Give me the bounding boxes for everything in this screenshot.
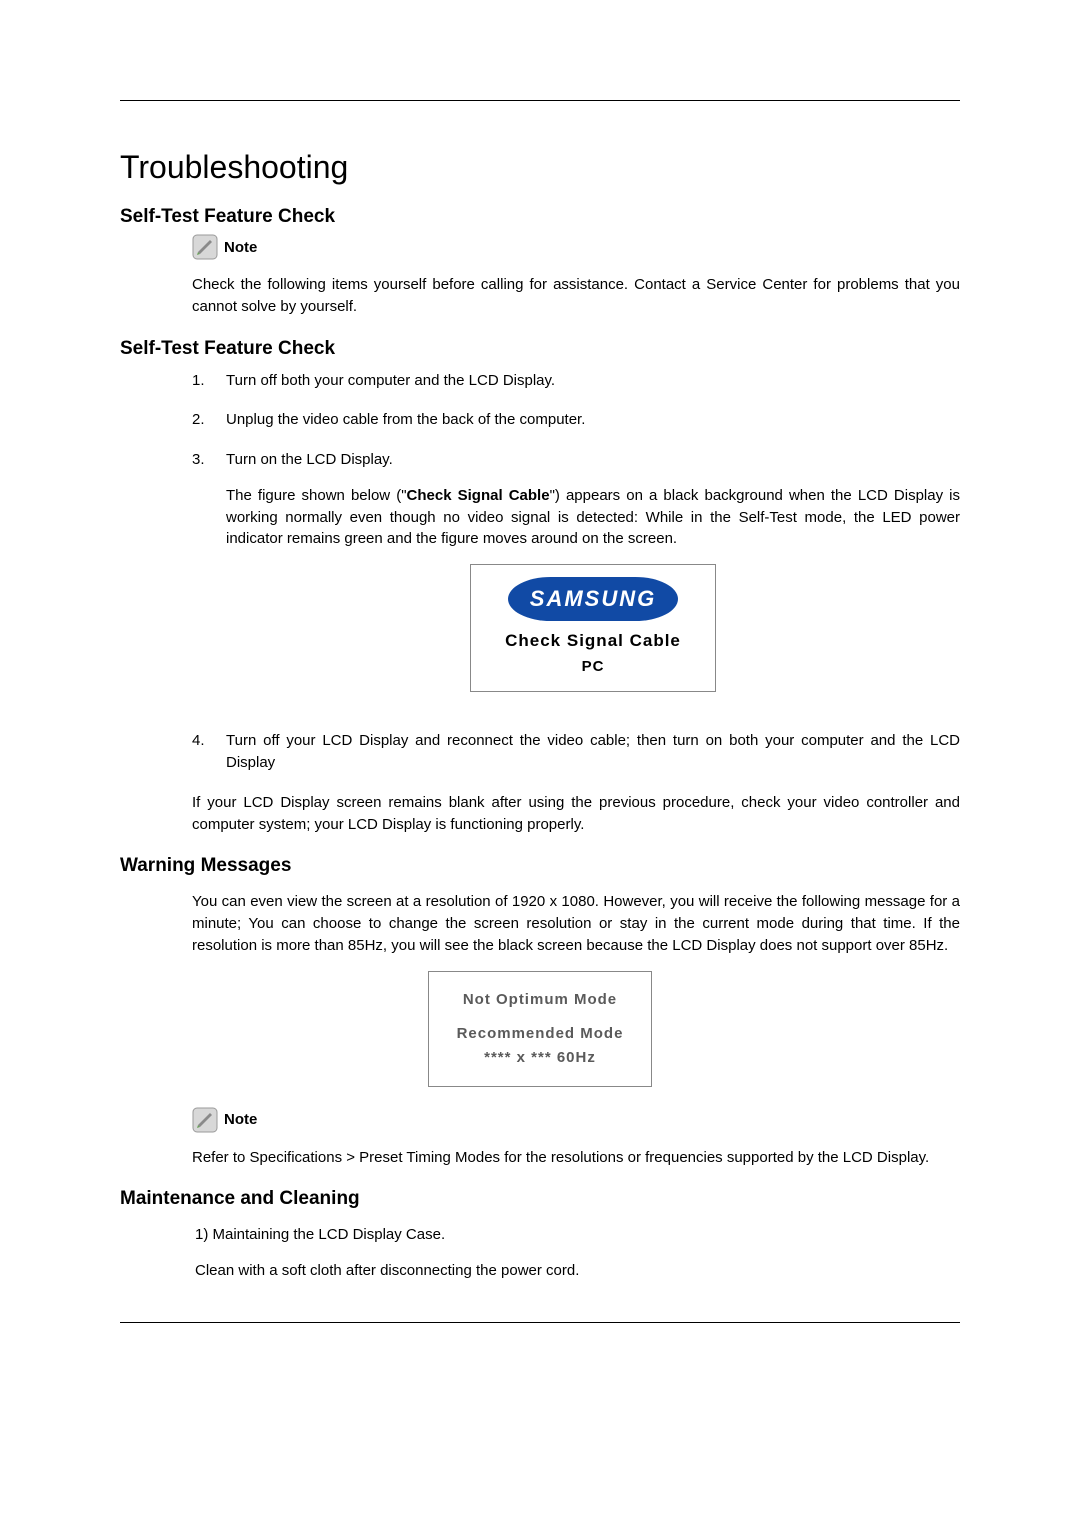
figure-mode-wrap: Not Optimum Mode Recommended Mode **** x… — [120, 971, 960, 1087]
mode-line3: **** x *** 60Hz — [457, 1046, 624, 1070]
maint-line1: 1) Maintaining the LCD Display Case. — [195, 1224, 960, 1246]
note-icon — [192, 234, 218, 260]
step-3-detail: The figure shown below ("Check Signal Ca… — [226, 485, 960, 550]
page-title: Troubleshooting — [120, 149, 960, 186]
detail-pre: The figure shown below (" — [226, 487, 407, 504]
check-signal-line2: PC — [505, 656, 681, 678]
step-num: 3. — [192, 449, 226, 712]
note-text-2: Refer to Specifications > Preset Timing … — [192, 1147, 960, 1169]
detail-bold: Check Signal Cable — [407, 487, 550, 504]
step-3-line1: Turn on the LCD Display. — [226, 449, 960, 471]
heading-warning: Warning Messages — [120, 855, 960, 877]
step-body: Turn off your LCD Display and reconnect … — [226, 730, 960, 774]
step-body: Turn on the LCD Display. The figure show… — [226, 449, 960, 712]
selftest-closing: If your LCD Display screen remains blank… — [192, 792, 960, 836]
warning-text: You can even view the screen at a resolu… — [192, 891, 960, 956]
top-rule — [120, 100, 960, 101]
figure-not-optimum: Not Optimum Mode Recommended Mode **** x… — [428, 971, 653, 1087]
figure-check-signal-wrap: SAMSUNG Check Signal Cable PC — [226, 564, 960, 692]
bottom-rule — [120, 1322, 960, 1323]
step-body: Turn off both your computer and the LCD … — [226, 370, 960, 392]
step-num: 1. — [192, 370, 226, 392]
step-num: 2. — [192, 409, 226, 431]
note-row-1: Note — [192, 234, 960, 260]
note-icon — [192, 1107, 218, 1133]
step-num: 4. — [192, 730, 226, 774]
maint-line2: Clean with a soft cloth after disconnect… — [195, 1260, 960, 1282]
note-label: Note — [224, 1111, 257, 1128]
check-signal-line1: Check Signal Cable — [505, 629, 681, 654]
brand-oval: SAMSUNG — [508, 577, 678, 621]
mode-line2: Recommended Mode — [457, 1022, 624, 1046]
mode-line1: Not Optimum Mode — [457, 988, 624, 1012]
step-body: Unplug the video cable from the back of … — [226, 409, 960, 431]
step-1: 1. Turn off both your computer and the L… — [192, 370, 960, 392]
step-4: 4. Turn off your LCD Display and reconne… — [192, 730, 960, 774]
step-2: 2. Unplug the video cable from the back … — [192, 409, 960, 431]
note-text-1: Check the following items yourself befor… — [192, 274, 960, 318]
steps-list: 1. Turn off both your computer and the L… — [192, 370, 960, 774]
figure-check-signal: SAMSUNG Check Signal Cable PC — [470, 564, 716, 692]
heading-selftest-2: Self-Test Feature Check — [120, 338, 960, 360]
step-3: 3. Turn on the LCD Display. The figure s… — [192, 449, 960, 712]
note-row-2: Note — [192, 1107, 960, 1133]
heading-maintenance: Maintenance and Cleaning — [120, 1188, 960, 1210]
note-label: Note — [224, 239, 257, 256]
heading-selftest-1: Self-Test Feature Check — [120, 206, 960, 228]
